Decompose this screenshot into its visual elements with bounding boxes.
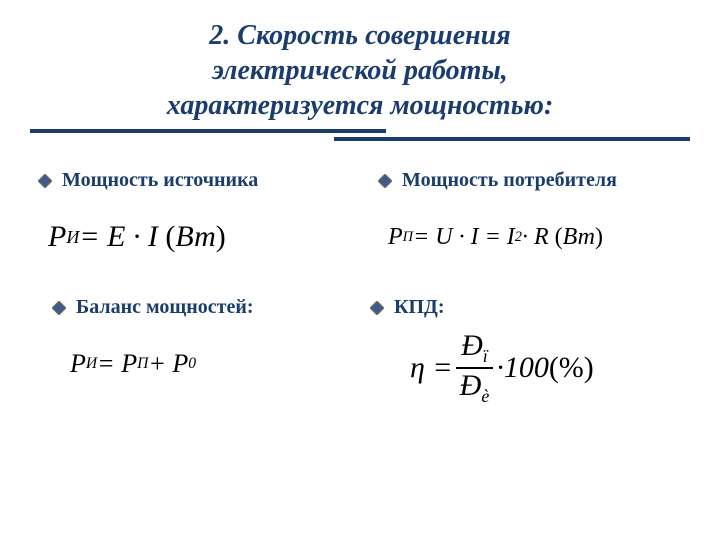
bullet-efficiency: КПД: [370, 296, 690, 319]
formula-consumer-power: PП = U · I = I2 · R (Вт) [370, 202, 690, 272]
bullet-balance: Баланс мощностей: [30, 296, 350, 319]
diamond-icon [370, 301, 384, 315]
rule-top [30, 129, 386, 133]
bullet-consumer-power: Мощность потребителя [370, 169, 690, 192]
formula-balance: PИ = PП + P0 [30, 329, 350, 399]
formula-source-power: PИ = E · I (Вт) [30, 202, 350, 272]
bullet-label: КПД: [394, 296, 444, 319]
right-column: Мощность потребителя PП = U · I = I2 · R… [370, 169, 690, 407]
title-line-2: электрической работы, [30, 53, 690, 88]
content-area: Мощность источника PИ = E · I (Вт) Балан… [30, 169, 690, 407]
bullet-label: Мощность источника [62, 169, 258, 192]
diamond-icon [52, 301, 66, 315]
bullet-label: Мощность потребителя [402, 169, 617, 192]
title-block: 2. Скорость совершения электрической раб… [30, 18, 690, 143]
title-underline [30, 129, 690, 143]
title-line-1: 2. Скорость совершения [30, 18, 690, 53]
title-line-3: характеризуется мощностью: [30, 88, 690, 123]
slide: 2. Скорость совершения электрической раб… [0, 0, 720, 540]
bullet-source-power: Мощность источника [30, 169, 350, 192]
rule-bottom [334, 137, 690, 141]
diamond-icon [378, 174, 392, 188]
diamond-icon [38, 174, 52, 188]
formula-efficiency: η = ĐïĐè ·100(%) [370, 329, 690, 407]
left-column: Мощность источника PИ = E · I (Вт) Балан… [30, 169, 350, 407]
bullet-label: Баланс мощностей: [76, 296, 254, 319]
